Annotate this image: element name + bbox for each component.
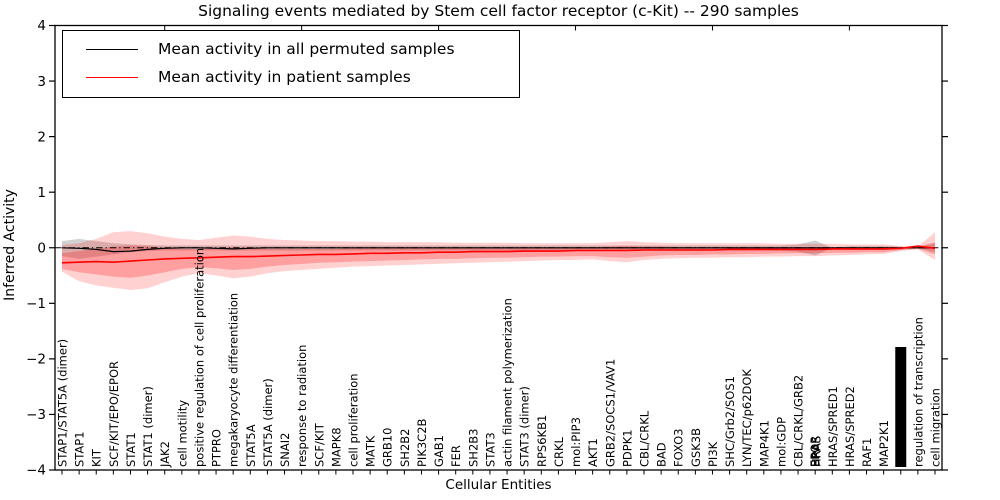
legend-item-patient: Mean activity in patient samples	[63, 66, 519, 88]
y-axis-label: Inferred Activity	[2, 189, 18, 301]
x-category-label: PDPK1	[620, 429, 634, 467]
x-category-label: regulation of transcription	[911, 317, 925, 467]
x-category-label: STAP1/STAT5A (dimer)	[56, 339, 70, 467]
overlapped-label-cluster: BRAF	[809, 437, 823, 467]
overlapped-label-cluster: HRAS	[809, 436, 823, 467]
x-category-label: GRB2/SOCS1/VAV1	[603, 359, 617, 467]
x-category-label: mol:GDP	[774, 417, 788, 467]
x-category-label: AKT1	[586, 438, 600, 467]
x-category-label: STAP1	[73, 431, 87, 467]
x-category-label: actin filament polymerization	[501, 298, 515, 467]
x-category-label: GSK3B	[689, 428, 703, 467]
x-axis-label: Cellular Entities	[445, 477, 552, 493]
x-category-label: SH2B3	[466, 429, 480, 467]
x-category-label: MATK	[364, 435, 378, 467]
overlapped-label-cluster: EPOR	[808, 436, 822, 467]
y-tick-label: −3	[26, 407, 46, 423]
x-category-label: PIK3C2B	[415, 418, 429, 467]
x-category-label: SCF/KIT	[312, 422, 326, 467]
x-category-label: STAT5A	[244, 424, 258, 467]
x-category-label: STAT5A (dimer)	[261, 378, 275, 467]
x-category-label: GRB10	[381, 428, 395, 467]
band-permuted-std	[62, 238, 935, 259]
x-category-label: SNAI2	[278, 433, 292, 467]
legend-item-permuted: Mean activity in all permuted samples	[63, 38, 519, 60]
x-category-label: BAD	[655, 442, 669, 467]
x-category-label: CBL/CRKL/GRB2	[792, 375, 806, 467]
x-category-label: STAT3	[483, 432, 497, 467]
x-category-label: KIT	[90, 448, 104, 467]
y-tick-label: 2	[37, 129, 46, 145]
x-category-label: HRAS/SPRED1	[826, 386, 840, 467]
x-category-label: RAF1	[860, 438, 874, 467]
line-permuted-mean	[61, 247, 935, 253]
x-category-label: SHC/Grb2/SOS1	[723, 376, 737, 467]
x-category-label: cell migration	[929, 388, 943, 467]
x-category-label: RPS6KB1	[535, 415, 549, 467]
x-category-label: CRKL	[552, 436, 566, 467]
legend-line-permuted	[86, 48, 138, 50]
x-category-label: PTPRO	[210, 429, 224, 467]
y-tick-label: −1	[26, 296, 46, 312]
overlapped-labels-block	[895, 347, 907, 467]
x-category-label: megakaryocyte differentiation	[227, 293, 241, 467]
y-tick-label: −4	[26, 463, 46, 479]
band-patient-outer	[62, 231, 935, 290]
x-category-label: STAT1 (dimer)	[141, 386, 155, 467]
line-patient-mean	[61, 245, 936, 264]
y-tick-label: 3	[37, 74, 46, 90]
x-category-label: response to radiation	[295, 345, 309, 467]
y-tick-label: 4	[37, 18, 46, 34]
x-category-label: CBL/CRKL	[638, 410, 652, 467]
x-category-label: positive regulation of cell proliferatio…	[192, 248, 206, 467]
y-tick-label: 0	[37, 240, 46, 256]
band-patient-inner	[62, 242, 935, 278]
legend-label-permuted: Mean activity in all permuted samples	[158, 40, 455, 58]
x-category-label: MAP2K1	[877, 420, 891, 467]
x-category-label: STAT1	[124, 432, 138, 467]
chart-title: Signaling events mediated by Stem cell f…	[198, 2, 799, 20]
x-category-label: PI3K	[706, 441, 720, 467]
legend-label-patient: Mean activity in patient samples	[158, 68, 411, 86]
x-category-label: MAPK8	[329, 427, 343, 467]
legend: Mean activity in all permuted samples Me…	[62, 30, 520, 98]
x-category-label: LYN/TEC/p62DOK	[740, 369, 754, 467]
legend-line-patient	[86, 76, 138, 78]
y-tick-label: −2	[26, 352, 46, 368]
x-category-label: cell motility	[175, 400, 189, 467]
x-category-label: HRAS/SPRED2	[843, 386, 857, 467]
x-category-label: JAK2	[158, 441, 172, 468]
x-category-label: GAB1	[432, 435, 446, 467]
x-category-label: SH2B2	[398, 429, 412, 467]
x-category-label: FER	[449, 445, 463, 467]
x-category-label: STAT3 (dimer)	[518, 386, 532, 467]
x-category-label: SCF/KIT/EPO/EPOR	[107, 361, 121, 467]
x-category-label: FOXO3	[672, 429, 686, 467]
x-category-label: cell proliferation	[347, 373, 361, 467]
y-tick-label: 1	[37, 185, 46, 201]
x-category-label: mol:PIP3	[569, 417, 583, 467]
x-category-label: MAP4K1	[757, 420, 771, 467]
